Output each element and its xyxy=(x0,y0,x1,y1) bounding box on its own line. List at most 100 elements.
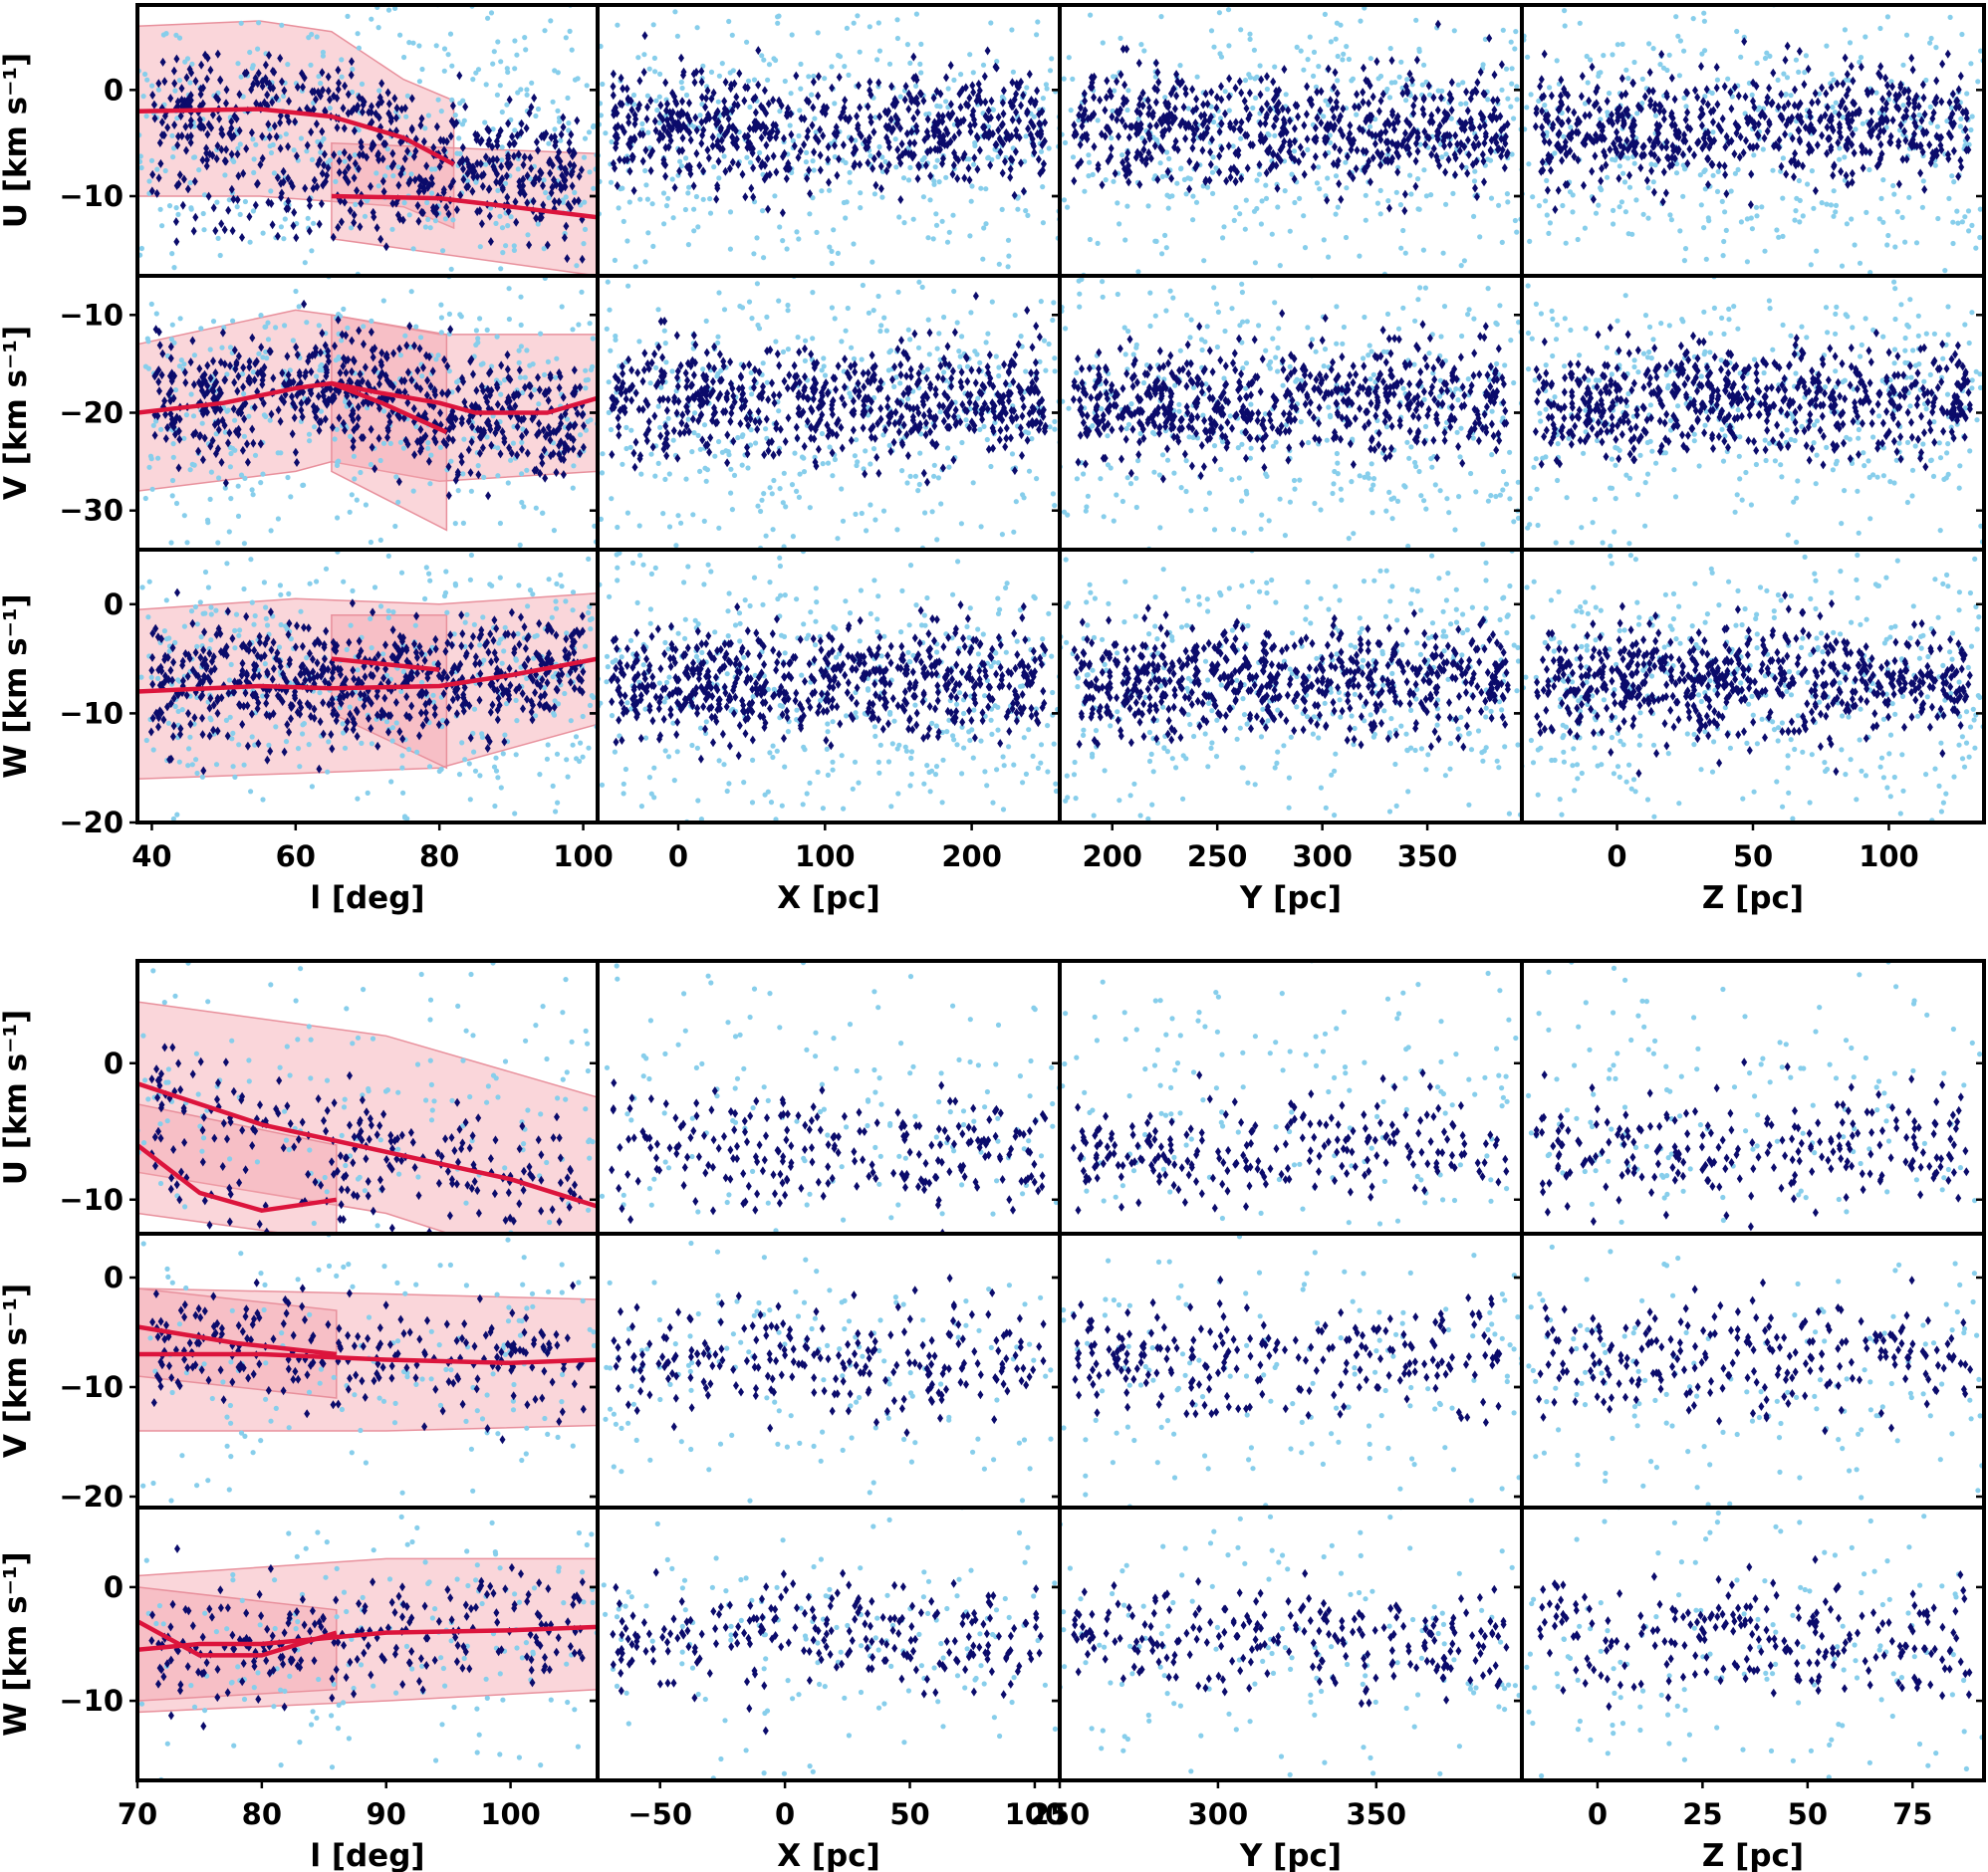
member-star-point xyxy=(515,149,522,159)
field-star-point xyxy=(377,537,383,544)
field-star-point xyxy=(242,475,248,481)
field-star-point xyxy=(207,496,213,502)
member-star-point xyxy=(340,418,347,428)
field-star-point xyxy=(1404,77,1410,83)
member-star-point xyxy=(1422,139,1429,149)
member-star-point xyxy=(1016,132,1023,142)
field-star-point xyxy=(1722,209,1728,215)
member-star-point xyxy=(1755,119,1762,129)
field-star-point xyxy=(1335,78,1341,84)
field-star-point xyxy=(1317,186,1323,192)
top-panel-U-vs-Z xyxy=(1514,3,1986,344)
member-star-point xyxy=(731,79,738,89)
field-star-point xyxy=(1301,213,1307,219)
member-star-point xyxy=(498,161,505,171)
field-star-point xyxy=(1185,106,1191,112)
member-star-point xyxy=(664,127,671,137)
member-star-point xyxy=(767,132,774,142)
field-star-point xyxy=(858,205,864,211)
member-star-point xyxy=(178,131,185,140)
member-star-point xyxy=(1651,100,1658,110)
field-star-point xyxy=(348,225,355,231)
field-star-point xyxy=(644,196,651,202)
field-star-point xyxy=(1917,124,1923,130)
field-star-point xyxy=(1652,113,1659,118)
field-star-point xyxy=(363,502,369,508)
member-star-point xyxy=(499,174,506,183)
field-star-point xyxy=(238,20,244,26)
member-star-point xyxy=(151,114,158,123)
member-star-point xyxy=(1623,105,1630,115)
member-star-point xyxy=(273,131,280,141)
field-star-point xyxy=(1902,239,1908,245)
field-star-point xyxy=(727,246,734,252)
member-star-point xyxy=(649,146,656,156)
field-star-point xyxy=(1568,124,1574,130)
member-star-point xyxy=(1586,96,1593,106)
field-star-point xyxy=(1435,318,1440,323)
field-star-point xyxy=(858,190,864,196)
member-star-point xyxy=(316,219,323,229)
member-star-point xyxy=(412,146,419,156)
field-star-point xyxy=(819,188,825,194)
field-star-point xyxy=(1303,292,1308,297)
field-star-point xyxy=(584,297,589,302)
field-star-point xyxy=(552,126,558,132)
member-star-point xyxy=(215,95,222,105)
member-star-point xyxy=(1498,60,1505,70)
field-star-point xyxy=(247,239,253,245)
member-star-point xyxy=(1671,95,1678,105)
member-star-point xyxy=(1659,197,1666,207)
member-star-point xyxy=(1103,93,1110,103)
member-star-point xyxy=(1614,147,1620,157)
field-star-point xyxy=(1611,207,1616,213)
member-star-point xyxy=(320,86,326,95)
member-star-point xyxy=(338,217,345,227)
member-star-point xyxy=(833,122,840,132)
field-star-point xyxy=(1746,80,1752,87)
member-star-point xyxy=(216,114,223,123)
member-star-point xyxy=(392,198,399,208)
field-star-point xyxy=(510,440,517,446)
member-star-point xyxy=(182,121,189,131)
field-star-point xyxy=(566,127,572,133)
member-star-point xyxy=(354,421,361,431)
field-star-point xyxy=(305,215,311,221)
field-star-point xyxy=(184,56,191,62)
member-star-point xyxy=(829,83,836,93)
member-star-point xyxy=(1264,110,1270,119)
member-star-point xyxy=(1424,132,1430,141)
member-star-point xyxy=(479,181,486,191)
member-star-point xyxy=(1768,99,1775,109)
field-star-point xyxy=(761,255,767,261)
member-star-point xyxy=(1957,155,1964,165)
member-star-point xyxy=(1141,137,1148,146)
member-star-point xyxy=(294,390,301,400)
member-star-point xyxy=(203,74,210,84)
field-star-point xyxy=(309,156,316,162)
field-star-point xyxy=(1504,191,1510,197)
member-star-point xyxy=(373,109,379,118)
field-star-point xyxy=(913,83,919,89)
member-star-point xyxy=(1955,85,1962,95)
member-star-point xyxy=(156,341,163,351)
field-star-point xyxy=(308,62,314,68)
field-star-point xyxy=(400,445,406,451)
field-star-point xyxy=(481,474,487,480)
member-star-point xyxy=(421,177,428,187)
member-star-point xyxy=(1703,85,1710,95)
field-star-point xyxy=(1509,151,1515,157)
member-star-point xyxy=(1118,116,1125,125)
field-star-point xyxy=(535,106,542,113)
field-star-point xyxy=(1615,339,1619,344)
member-star-point xyxy=(1348,144,1355,154)
member-star-point xyxy=(423,390,430,400)
member-star-point xyxy=(1823,89,1830,99)
member-star-point xyxy=(1041,159,1047,169)
member-star-point xyxy=(1915,102,1922,112)
field-star-point xyxy=(475,67,482,73)
field-star-point xyxy=(1666,52,1672,58)
field-star-point xyxy=(1650,46,1656,52)
member-star-point xyxy=(1620,119,1627,129)
field-star-point xyxy=(541,177,547,183)
